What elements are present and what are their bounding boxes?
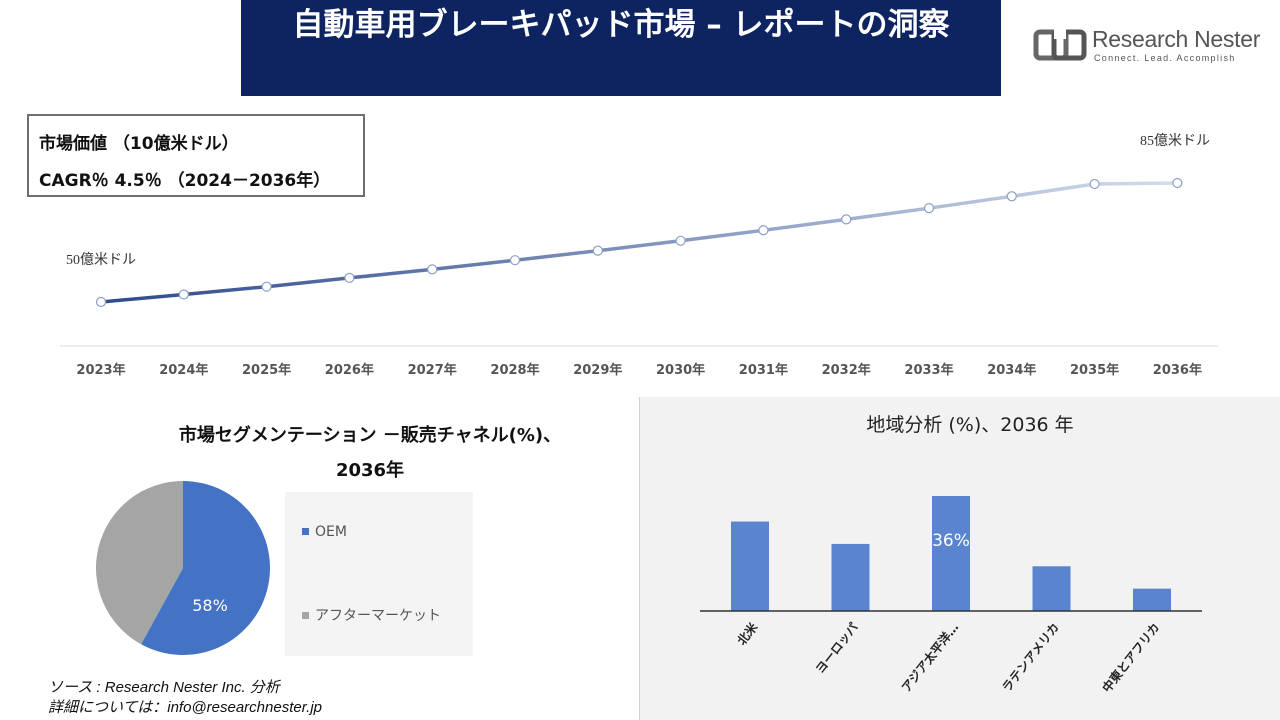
legend-label-oem: OEM — [315, 524, 347, 540]
x-tick-label: 2034年 — [987, 362, 1036, 378]
line-point-2025年 — [261, 281, 272, 292]
line-point-2032年 — [841, 214, 852, 225]
line-point-2029年 — [592, 245, 603, 256]
legend-item-aftermarket[interactable]: アフターマーケット — [302, 605, 441, 625]
pie-title-line1: 市場セグメンテーション －販売チャネル(%)、 — [178, 425, 562, 446]
pie-slice-oem — [141, 481, 271, 655]
legend-item-oem[interactable]: OEM — [302, 524, 347, 540]
line-point-2030年 — [675, 235, 686, 246]
bar-category-label: 北米 — [734, 619, 761, 648]
logo-mark-icon — [1033, 29, 1087, 61]
logo-name: Research Nester — [1092, 26, 1261, 52]
report-title-banner: 自動車用ブレーキパッド市場 – レポートの洞察 — [241, 0, 1001, 96]
pie-slice-aftermarket — [96, 481, 183, 645]
end-value-annotation: 85億米ドル — [1140, 133, 1210, 149]
x-tick-label: 2024年 — [159, 362, 208, 378]
bar-category-label: ヨーロッパ — [813, 620, 861, 676]
x-tick-label: 2027年 — [408, 362, 457, 378]
line-point-2031年 — [758, 225, 769, 236]
x-tick-label: 2033年 — [904, 362, 953, 378]
x-tick-label: 2036年 — [1153, 362, 1202, 378]
x-tick-label: 2023年 — [76, 362, 125, 378]
bar-category-label: 中東とアフリカ — [1099, 620, 1163, 695]
cagr-label: CAGR％ 4.5％ （2024－2036年） — [39, 171, 331, 191]
source-note: ソース : Research Nester Inc. 分析 — [48, 679, 280, 696]
line-point-2023年 — [95, 296, 107, 308]
bar-category-label: アジア太平洋… — [898, 620, 961, 695]
x-tick-label: 2031年 — [739, 362, 788, 378]
panel-divider — [639, 397, 640, 720]
bar-category-label: ラテンアメリカ — [999, 620, 1061, 694]
bar-中東とアフリカ — [1133, 588, 1171, 611]
bar-アジア太平洋… — [932, 496, 970, 611]
bar-北米 — [731, 521, 769, 611]
legend-swatch-oem — [302, 527, 309, 535]
market-line-chart: 2023年 2024年 2025年 2026年 2027年 2028年 2029年 2030年… — [60, 133, 1218, 378]
sales-channel-pie: 58% — [96, 481, 271, 655]
bar-data-label: 36% — [932, 531, 970, 551]
line-point-2027年 — [427, 264, 438, 275]
line-point-2036年 — [1172, 177, 1183, 189]
research-nester-logo[interactable]: Research Nester Connect. Lead. Accomplis… — [1032, 26, 1260, 66]
line-point-2028年 — [509, 255, 521, 266]
legend-label-aftermarket: アフターマーケット — [315, 608, 441, 624]
x-tick-label: 2035年 — [1070, 362, 1119, 378]
x-tick-label: 2029年 — [573, 362, 622, 378]
line-point-2026年 — [344, 272, 355, 283]
line-point-2034年 — [1006, 191, 1017, 202]
x-tick-label: 2028年 — [490, 362, 539, 378]
x-tick-label: 2025年 — [242, 362, 291, 378]
market-value-label: 市場価値 （10億米ドル） — [39, 134, 239, 154]
x-tick-label: 2032年 — [822, 362, 871, 378]
bar-chart-title: 地域分析 (%)、2036 年 — [866, 414, 1074, 436]
start-value-annotation: 50億米ドル — [66, 252, 136, 268]
pie-chart-title: 市場セグメンテーション －販売チャネル(%)、 2036年 — [100, 418, 640, 488]
market-info-box: 市場価値 （10億米ドル） CAGR％ 4.5％ （2024－2036年） — [27, 114, 365, 197]
bar-ラテンアメリカ — [1032, 566, 1071, 611]
pie-legend: OEM アフターマーケット — [285, 492, 473, 656]
x-tick-label: 2026年 — [325, 362, 374, 378]
pie-oem-data-label: 58% — [192, 596, 228, 615]
legend-swatch-aftermarket — [302, 611, 309, 619]
report-title: 自動車用ブレーキパッド市場 – レポートの洞察 — [292, 7, 950, 43]
line-point-2035年 — [1089, 178, 1100, 190]
line-point-2033年 — [923, 203, 935, 214]
x-tick-label: 2030年 — [656, 362, 705, 378]
pie-title-line2: 2036年 — [335, 460, 405, 481]
bar-ヨーロッパ — [831, 543, 870, 611]
logo-tagline: Connect. Lead. Accomplish — [1094, 53, 1236, 63]
market-value-line — [100, 181, 1178, 304]
regional-bar-chart: 36% 北米 ヨーロッパ アジア太平洋… ラテンアメリカ 中東とアフリカ — [700, 496, 1202, 695]
contact-note: 詳細については：info@researchnester.jp — [48, 699, 322, 716]
line-point-2024年 — [178, 289, 189, 300]
